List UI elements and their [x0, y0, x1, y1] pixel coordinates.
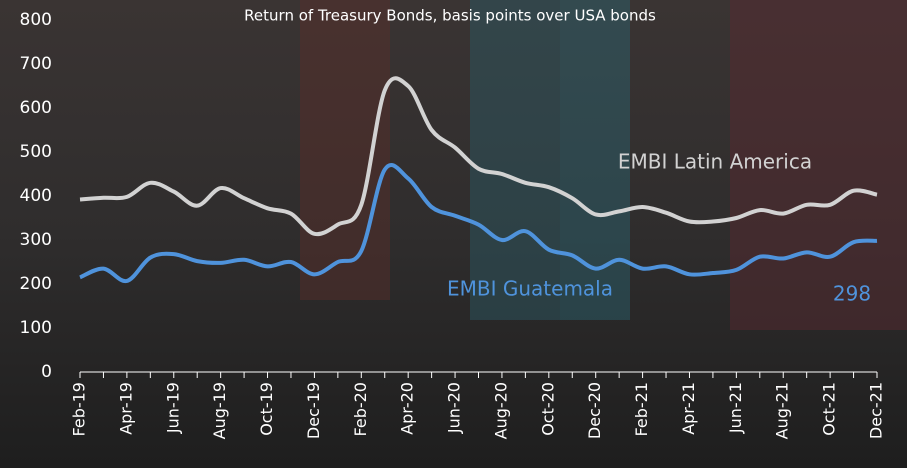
x-tick-label: Dec-21	[867, 382, 886, 439]
x-tick-label: Feb-19	[70, 382, 89, 436]
series-label: EMBI Guatemala	[447, 277, 613, 301]
y-tick-label: 200	[20, 274, 52, 294]
x-tick-label: Oct-19	[257, 382, 276, 436]
y-tick-label: 300	[20, 230, 52, 250]
x-tick-label: Feb-21	[632, 382, 651, 436]
x-tick-label: Jun-21	[726, 382, 745, 434]
y-tick-label: 500	[20, 142, 52, 162]
series-label: EMBI Latin America	[618, 150, 812, 174]
x-tick-label: Oct-21	[820, 382, 839, 436]
x-tick-label: Feb-20	[351, 382, 370, 436]
y-tick-label: 400	[20, 186, 52, 206]
y-tick-label: 100	[20, 318, 52, 338]
x-tick-label: Aug-21	[773, 382, 792, 439]
x-tick-label: Apr-21	[679, 382, 698, 435]
background-panel	[470, 0, 560, 320]
y-tick-label: 800	[20, 10, 52, 30]
x-tick-label: Oct-20	[538, 382, 557, 436]
y-tick-label: 600	[20, 98, 52, 118]
x-tick-label: Dec-20	[585, 382, 604, 439]
chart: Return of Treasury Bonds, basis points o…	[0, 0, 907, 468]
chart-title: Return of Treasury Bonds, basis points o…	[244, 7, 656, 25]
x-tick-label: Jun-20	[445, 382, 464, 434]
x-tick-label: Jun-19	[163, 382, 182, 434]
x-tick-label: Dec-19	[304, 382, 323, 439]
x-tick-label: Aug-19	[210, 382, 229, 439]
y-tick-label: 0	[41, 362, 52, 382]
background-panel	[300, 0, 390, 300]
x-tick-label: Aug-20	[491, 382, 510, 439]
x-tick-label: Apr-20	[398, 382, 417, 435]
y-tick-label: 700	[20, 54, 52, 74]
data-label: 298	[833, 282, 871, 306]
x-tick-label: Apr-19	[116, 382, 135, 435]
